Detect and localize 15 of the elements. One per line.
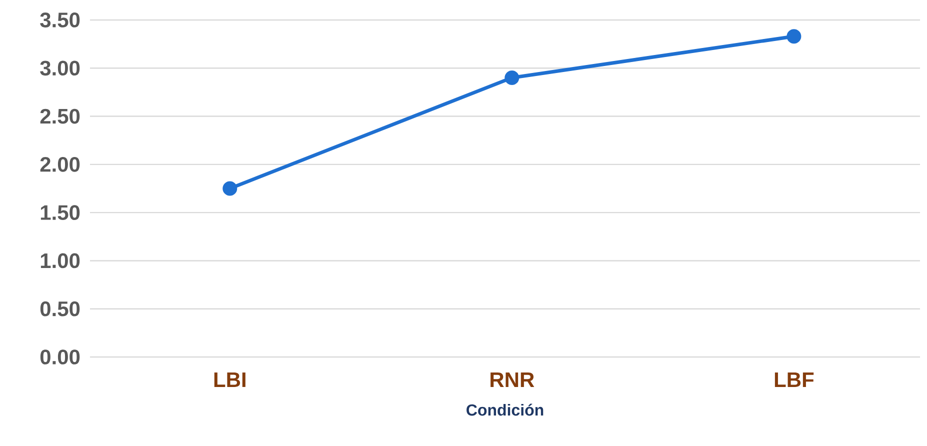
x-tick-label: LBI <box>214 372 246 387</box>
x-tick-label: RNR <box>490 372 534 387</box>
y-tick-label: 0.50 <box>40 301 80 316</box>
x-tick-label: LBF <box>774 372 814 387</box>
point <box>222 181 238 196</box>
y-tick-label: 1.50 <box>40 205 80 220</box>
x-axis-title: Condición <box>466 404 544 416</box>
y-tick-label: 3.00 <box>40 60 80 76</box>
point <box>504 70 520 86</box>
y-tick-label: 1.00 <box>40 253 80 268</box>
y-tick-label: 3.50 <box>40 12 80 28</box>
point <box>786 29 802 44</box>
y-tick-label: 2.50 <box>40 108 80 124</box>
y-tick-label: 2.00 <box>40 157 80 172</box>
y-tick-label: 0.00 <box>40 350 80 364</box>
